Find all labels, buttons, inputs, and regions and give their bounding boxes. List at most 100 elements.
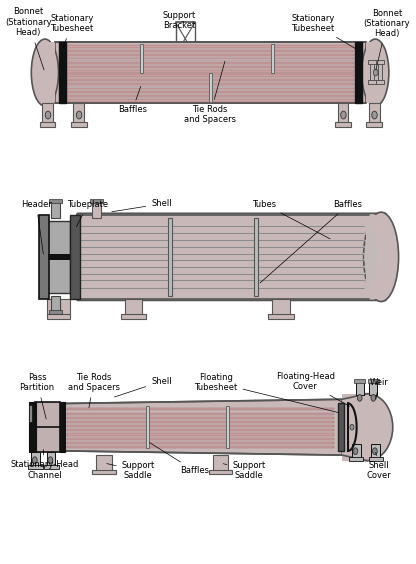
Text: Pass
Partition: Pass Partition [20,373,55,419]
Bar [356,381,364,395]
Bar [89,199,103,203]
Text: Support
Saddle: Support Saddle [223,461,265,481]
Bar [40,122,55,127]
Text: Baffles: Baffles [118,86,147,114]
Text: Baffles: Baffles [260,200,363,283]
Bar [66,95,354,98]
Ellipse shape [364,212,399,302]
Bar [67,412,334,415]
Text: Bonnet
(Stationary
Head): Bonnet (Stationary Head) [5,7,52,70]
Bar [378,63,382,83]
Bar [67,446,334,448]
Bar [140,43,143,73]
Circle shape [373,69,378,76]
Bar [168,218,172,296]
Bar [67,425,334,427]
Bar [51,201,60,218]
Bar [92,202,101,218]
Bar [369,103,379,125]
Bar [28,465,43,469]
Bar [39,215,49,299]
Bar [30,402,36,452]
Bar [59,42,65,103]
Ellipse shape [362,39,389,106]
Bar [146,406,149,448]
Bar [48,254,70,259]
Text: Tubes: Tubes [253,200,330,239]
Bar [349,457,363,461]
Bar [35,402,60,452]
Bar [47,452,55,466]
Bar [67,442,334,444]
Bar [67,434,334,435]
Text: Shell
Cover: Shell Cover [367,452,391,481]
Text: Support
Saddle: Support Saddle [106,461,155,481]
Bar [342,394,367,461]
Text: Bonnet
(Stationary
Head): Bonnet (Stationary Head) [364,8,410,70]
Bar [47,221,70,293]
Circle shape [350,424,354,430]
Bar [366,215,381,299]
Bar [44,465,59,469]
Bar [209,470,232,474]
Bar [47,299,57,315]
Circle shape [32,457,37,464]
Bar [66,78,354,81]
Bar [254,218,258,296]
Bar [66,99,354,102]
Bar [66,91,354,93]
Polygon shape [65,399,342,455]
Bar [226,406,229,448]
Circle shape [77,111,82,119]
Bar [337,103,349,125]
Bar [355,42,362,103]
Circle shape [45,111,51,119]
Bar [31,452,40,466]
Bar [335,122,351,127]
Bar [125,299,142,315]
Bar [67,417,334,419]
Text: Stationary
Tubesheet: Stationary Tubesheet [50,14,94,47]
Text: Baffles: Baffles [150,443,209,475]
Circle shape [373,448,377,455]
Bar [354,379,365,383]
Bar [54,42,366,103]
Bar [369,457,383,461]
Bar [368,80,376,83]
Text: Tubeplate: Tubeplate [67,200,108,227]
Bar [49,310,62,314]
Bar [67,429,334,431]
Ellipse shape [342,394,393,461]
Bar [47,314,70,319]
Bar [66,87,354,89]
FancyBboxPatch shape [77,213,386,301]
Bar [272,299,290,315]
Bar [51,296,60,312]
Bar [376,80,384,83]
Bar [369,381,377,395]
Bar [66,58,354,60]
Text: Floating
Tubesheet: Floating Tubesheet [194,373,338,413]
Bar [96,455,112,471]
Ellipse shape [31,39,59,106]
Bar [66,50,354,52]
Bar [352,444,361,458]
Bar [66,46,354,48]
Text: Support
Bracket: Support Bracket [162,11,196,30]
Text: Stationary
Tubesheet: Stationary Tubesheet [291,14,356,49]
Bar [66,83,354,85]
Circle shape [357,395,362,401]
Bar [370,63,374,83]
Bar [73,103,84,125]
Text: Floating-Head
Cover: Floating-Head Cover [276,372,349,406]
Circle shape [371,395,376,401]
Bar [67,421,334,423]
Text: Stationary-Head
Channel: Stationary-Head Channel [11,450,79,480]
Bar [271,43,274,73]
Bar [368,60,376,64]
Bar [368,379,379,383]
Circle shape [372,111,377,119]
Circle shape [48,457,53,464]
Bar [66,66,354,68]
Bar [213,455,228,471]
